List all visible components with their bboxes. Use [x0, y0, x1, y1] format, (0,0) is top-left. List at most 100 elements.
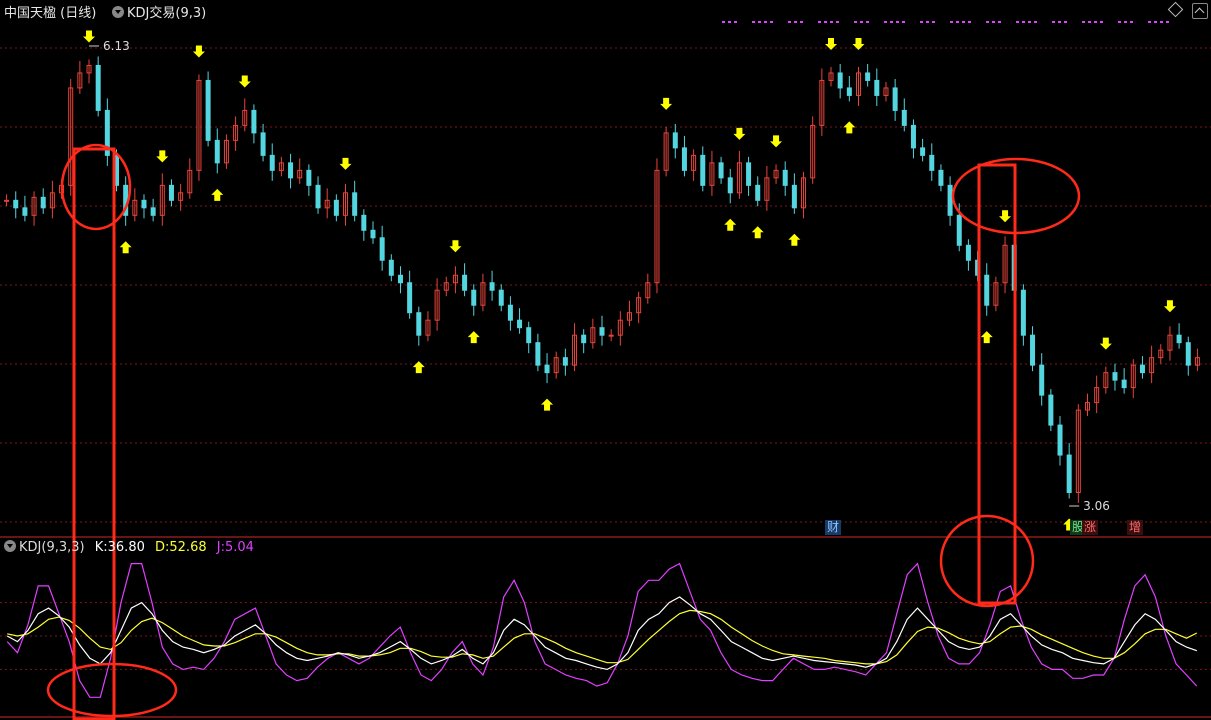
candle-body: [343, 192, 349, 216]
candle-body: [471, 289, 477, 306]
candle-body: [1149, 357, 1155, 374]
candle-body: [1094, 387, 1100, 404]
candle-body: [1039, 364, 1045, 396]
candle-body: [233, 124, 239, 141]
candle-body: [150, 207, 156, 216]
candle-body: [929, 154, 935, 171]
sell-arrow-icon: [83, 30, 96, 43]
candle-body: [306, 169, 312, 186]
candle-body: [1130, 364, 1136, 389]
highlight-circle-right-top: [951, 157, 1081, 235]
candle-body: [443, 282, 449, 291]
candle-body: [755, 184, 761, 201]
buy-arrow-icon: [980, 331, 993, 344]
candle-body: [883, 87, 889, 96]
candle-body: [205, 79, 211, 141]
candle-body: [452, 274, 458, 284]
event-dot: [1130, 21, 1133, 23]
candle-body: [379, 237, 385, 261]
sell-arrow-icon: [339, 157, 352, 170]
candle-body: [544, 364, 550, 374]
dropdown-circle-icon[interactable]: [112, 6, 124, 18]
candle-body: [361, 214, 367, 231]
event-tag-increase[interactable]: 增: [1127, 520, 1144, 535]
event-dot: [1058, 21, 1061, 23]
candle-body: [892, 87, 898, 111]
event-dot: [920, 21, 923, 23]
event-dot: [770, 21, 773, 23]
kdj-name: KDJ(9,3,3): [19, 540, 85, 555]
candle-body: [837, 72, 843, 89]
candle-body: [416, 312, 422, 336]
candle-body: [691, 154, 697, 171]
highlight-circle-left-top: [60, 143, 132, 231]
highlight-circle-left-bottom: [46, 662, 178, 718]
candle-body: [40, 196, 46, 209]
candle-body: [810, 124, 816, 179]
candle-body: [993, 282, 999, 306]
event-dot: [998, 21, 1001, 23]
buy-arrow-icon: [788, 233, 801, 246]
chevron-up-icon[interactable]: [1192, 3, 1208, 19]
candle-body: [517, 319, 523, 329]
highlight-box-left: [72, 147, 116, 720]
candle-body: [425, 319, 431, 336]
candle-body: [938, 169, 944, 186]
j-value: 5.04: [224, 540, 254, 555]
sell-arrow-icon: [999, 210, 1012, 223]
event-dot: [1082, 21, 1085, 23]
candle-body: [1020, 289, 1026, 336]
kdj-dropdown-icon[interactable]: [4, 540, 16, 552]
candle-body: [581, 334, 587, 344]
sell-arrow-icon: [770, 135, 783, 148]
event-dot: [794, 21, 797, 23]
event-dot: [764, 21, 767, 23]
candle-body: [1194, 357, 1200, 366]
candle-body: [187, 169, 193, 194]
candle-body: [865, 72, 871, 81]
d-value: 52.68: [169, 540, 207, 555]
candle-body: [572, 334, 578, 366]
event-dot: [1166, 21, 1169, 23]
candle-body: [68, 87, 74, 186]
event-dot: [1100, 21, 1103, 23]
candle-body: [333, 199, 339, 216]
event-dot: [992, 21, 995, 23]
candle-body: [801, 177, 807, 209]
candle-body: [434, 289, 440, 321]
event-tag-finance[interactable]: 财: [825, 520, 842, 535]
event-tag-rise[interactable]: 涨: [1082, 520, 1099, 535]
candle-body: [590, 327, 596, 344]
event-dot: [1088, 21, 1091, 23]
event-dot: [1094, 21, 1097, 23]
candle-body: [352, 192, 358, 216]
indicator-label: KDJ交易(9,3): [127, 6, 207, 21]
event-dot: [926, 21, 929, 23]
candle-body: [388, 259, 394, 276]
candle-body: [77, 72, 83, 89]
candle-body: [654, 169, 660, 284]
sell-arrow-icon: [1163, 300, 1176, 313]
event-dot: [1124, 21, 1127, 23]
candle-body: [49, 192, 55, 209]
candle-body: [617, 319, 623, 336]
d-line: [7, 609, 1198, 665]
sell-arrow-icon: [852, 37, 865, 50]
event-dot: [896, 21, 899, 23]
candle-body: [746, 162, 752, 186]
candle-body: [791, 184, 797, 209]
k-line: [6, 596, 1197, 671]
candle-body: [31, 196, 37, 216]
sell-arrow-icon: [449, 240, 462, 253]
candle-body: [95, 64, 101, 111]
candle-body: [242, 109, 248, 126]
candle-body: [1139, 364, 1145, 374]
candle-body: [13, 199, 19, 209]
candle-body: [984, 274, 990, 306]
event-dot: [1118, 21, 1121, 23]
candle-body: [4, 199, 10, 202]
event-dot: [866, 21, 869, 23]
indicator-selector[interactable]: KDJ交易(9,3): [112, 2, 206, 21]
candle-body: [223, 139, 229, 164]
